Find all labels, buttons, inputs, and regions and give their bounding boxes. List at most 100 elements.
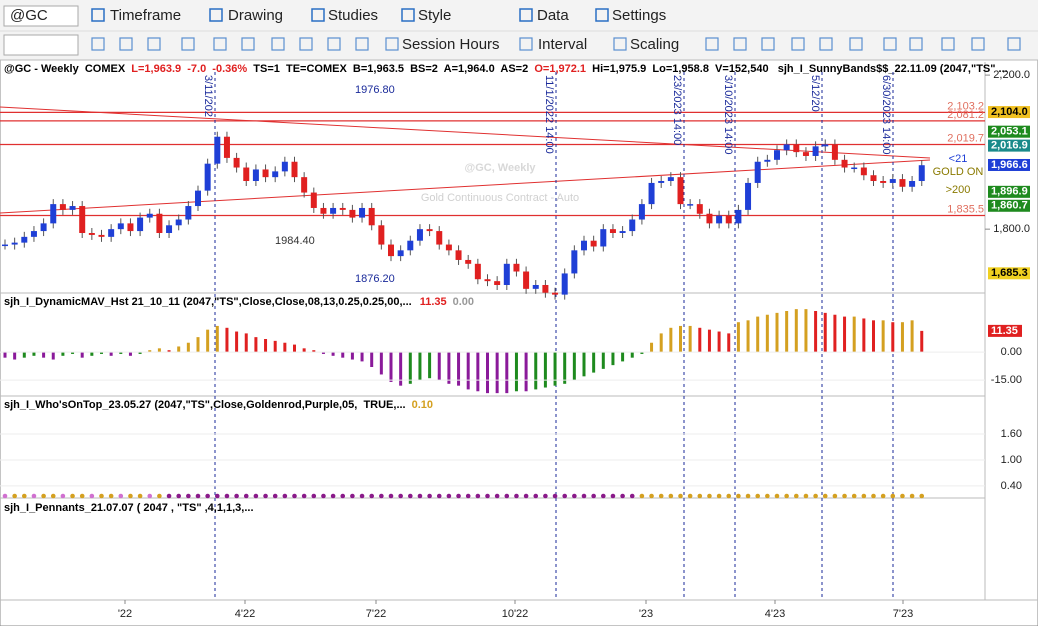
state-dot [243,493,249,499]
icon[interactable] [971,37,985,51]
price-tag [988,267,1030,280]
icon[interactable] [327,37,341,51]
state-dot [572,493,577,499]
candle-body [272,171,279,178]
candle-body [667,177,674,182]
candle-body [291,161,298,178]
histogram-bar [244,333,248,353]
state-dot [340,493,346,499]
menu-button[interactable]: Drawing [228,7,283,24]
level-label: 2,019.7 [947,132,984,144]
icon[interactable] [1007,37,1021,51]
menu-button[interactable]: Data [537,7,569,24]
histogram-bar [80,352,84,358]
histogram-bar [814,311,818,353]
icon[interactable] [299,37,313,51]
symbol[interactable]: @GC [10,7,48,24]
icon[interactable] [271,37,285,51]
menu-button[interactable]: Studies [328,7,378,24]
icon[interactable] [213,37,227,51]
icon[interactable] [705,37,719,51]
candle-body [754,161,761,183]
histogram-bar [418,352,422,381]
candle-body [870,175,877,182]
state-dot [485,493,490,499]
state-dot [601,493,606,499]
icon[interactable] [849,37,863,51]
candle-body [388,244,394,257]
candle-body [658,181,665,183]
date-label: 3/10/2023 14:00 [722,75,734,155]
candle-body [339,207,346,210]
icon[interactable] [941,37,955,51]
histogram-bar [543,352,547,388]
icon[interactable] [385,37,399,51]
candle-body [841,159,848,168]
icon[interactable] [91,37,105,51]
header-part: O=1,972.1 [534,63,586,75]
combo-box[interactable] [3,34,79,56]
histogram-bar [785,311,789,353]
state-dot [388,493,394,499]
icon[interactable] [147,37,161,51]
histogram-bar [302,348,306,353]
candle-body [185,206,192,220]
state-dot [697,493,703,499]
menu-button[interactable]: Settings [612,7,666,24]
state-dot [350,493,355,499]
panel-value: 0.10 [412,399,433,411]
candle-body [831,144,838,160]
state-dot [552,493,558,499]
annotation: GOLD ON [933,166,984,178]
histogram-bar [428,352,432,379]
histogram-bar [370,352,374,367]
icon[interactable] [355,37,369,51]
icon[interactable] [119,37,133,51]
state-dot [369,493,375,499]
histogram-bar [563,352,567,384]
icon[interactable] [733,37,747,51]
state-dot [379,493,384,499]
menu-button[interactable]: Scaling [630,36,679,53]
histogram-bar [109,352,113,356]
candle-body [359,207,366,218]
histogram-bar [273,340,277,353]
icon[interactable] [761,37,775,51]
y-tick-label: 2,200.0 [993,69,1030,81]
icon[interactable] [519,37,533,51]
icon[interactable] [819,37,833,51]
icon[interactable] [241,37,255,51]
menu-button[interactable]: Style [418,7,451,24]
candle-body [696,204,703,214]
state-dot [745,493,751,499]
panel-header-text: sjh_I_DynamicMAV_Hst 21_10_11 (2047,"TS"… [4,296,412,308]
candle-body [716,215,723,224]
menu-button[interactable]: Session Hours [402,36,500,53]
candle-body [21,236,28,243]
symbol-box[interactable] [3,5,79,27]
menu-button[interactable]: Interval [538,36,587,53]
candle-body [687,204,694,206]
icon[interactable] [883,37,897,51]
icon[interactable] [613,37,627,51]
state-dot [398,493,403,499]
state-dot [514,493,519,499]
histogram-bar [707,329,711,353]
candle-body [745,182,752,210]
icon[interactable] [791,37,805,51]
candle-body [822,144,829,147]
icon[interactable] [909,37,923,51]
candle-body [735,209,742,224]
price-tag-label: 2,053.1 [991,126,1028,138]
histogram-bar [852,316,856,353]
histogram-bar [900,322,904,353]
level-label: 2,103.2 [947,100,984,112]
chart-header: @GC - Weekly COMEX L=1,963.9 -7.0 -0.36%… [4,63,1008,75]
histogram-bar [756,316,760,353]
icon[interactable] [181,37,195,51]
candle-body [330,207,337,214]
candle-body [195,190,201,207]
menu-button[interactable]: Timeframe [110,7,181,24]
candle-body [513,263,520,272]
histogram-bar [698,327,702,353]
